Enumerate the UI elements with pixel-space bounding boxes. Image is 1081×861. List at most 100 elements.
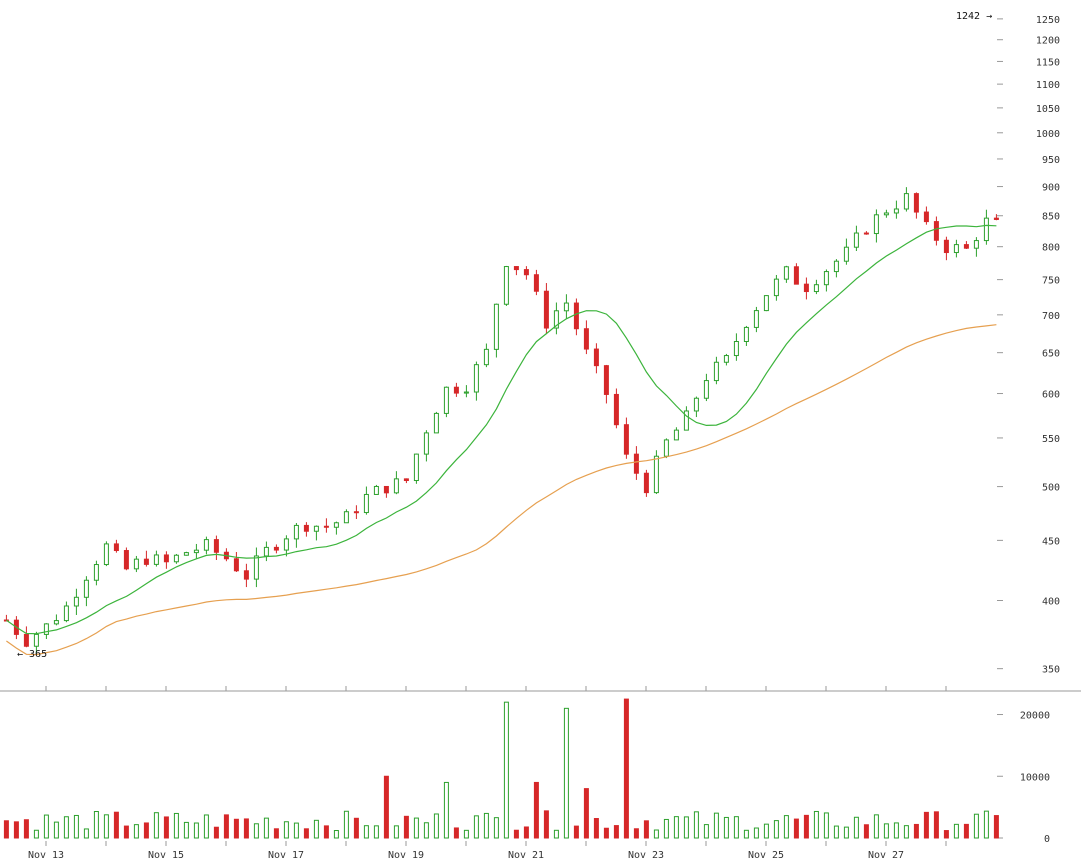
candle-down	[633, 453, 639, 474]
volume-bar-up	[153, 812, 159, 839]
volume-bar-up	[333, 830, 339, 839]
price-tick-label: 1000	[1036, 129, 1060, 140]
candle-up	[693, 397, 699, 412]
price-tick-label: 550	[1042, 434, 1060, 445]
candle-up	[903, 193, 909, 210]
volume-bar-down	[633, 828, 639, 839]
candle-up	[343, 511, 349, 524]
candle-down	[863, 232, 869, 235]
candle-up	[363, 493, 369, 514]
volume-bar-up	[493, 817, 499, 839]
volume-bar-up	[253, 823, 259, 839]
volume-bar-up	[63, 816, 69, 839]
volume-bar-up	[893, 822, 899, 839]
candle-up	[373, 485, 379, 495]
volume-bar-up	[73, 814, 79, 839]
candle-down	[923, 211, 929, 223]
time-tick-label: Nov 21	[508, 850, 544, 861]
candle-up	[333, 522, 339, 528]
volume-bar-down	[23, 819, 29, 839]
volume-bar-up	[483, 812, 489, 839]
candle-up	[293, 524, 299, 540]
time-tick-label: Nov 13	[28, 850, 64, 861]
volume-tick-label: 0	[1044, 834, 1050, 845]
candle-down	[453, 386, 459, 394]
low-price-annotation: ← 365	[17, 649, 47, 660]
volume-bar-up	[853, 816, 859, 839]
volume-bar-up	[373, 825, 379, 839]
candle-up	[253, 555, 259, 580]
volume-bar-up	[433, 813, 439, 839]
volume-bar-up	[33, 829, 39, 839]
price-tick-label: 1100	[1036, 80, 1060, 91]
candle-up	[483, 348, 489, 366]
candle-up	[103, 543, 109, 566]
volume-bar-up	[743, 829, 749, 839]
volume-bar-down	[13, 821, 19, 839]
volume-bar-up	[83, 828, 89, 839]
candle-up	[53, 620, 59, 625]
candle-down	[583, 328, 589, 350]
volume-bar-down	[793, 818, 799, 839]
volume-bar-down	[453, 827, 459, 839]
candle-down	[623, 424, 629, 455]
volume-bar-down	[273, 828, 279, 839]
volume-bar-down	[303, 828, 309, 839]
price-tick-label: 1200	[1036, 36, 1060, 47]
volume-bar-down	[3, 820, 9, 839]
candle-up	[983, 217, 989, 242]
volume-bar-up	[103, 814, 109, 839]
volume-bar-down	[913, 823, 919, 839]
volume-bar-up	[773, 820, 779, 839]
volume-bar-down	[523, 826, 529, 839]
candle-up	[873, 214, 879, 235]
volume-bar-up	[703, 824, 709, 839]
volume-bar-up	[313, 819, 319, 839]
volume-bar-down	[593, 818, 599, 839]
volume-bar-down	[603, 827, 609, 839]
candle-down	[543, 290, 549, 329]
candle-up	[313, 525, 319, 532]
volume-bar-down	[573, 825, 579, 839]
volume-bar-down	[243, 818, 249, 839]
volume-bar-up	[683, 816, 689, 839]
candle-up	[753, 310, 759, 328]
volume-bar-up	[553, 829, 559, 839]
volume-bar-down	[163, 816, 169, 839]
candle-down	[533, 274, 539, 292]
candle-down	[273, 546, 279, 551]
volume-bar-down	[533, 781, 539, 839]
candle-up	[813, 284, 819, 293]
candle-up	[953, 244, 959, 254]
candle-up	[703, 380, 709, 399]
volume-bar-up	[133, 824, 139, 839]
candle-up	[853, 232, 859, 248]
volume-bar-up	[183, 821, 189, 839]
candle-down	[523, 269, 529, 276]
candle-down	[303, 524, 309, 532]
volume-bar-up	[673, 816, 679, 839]
candle-down	[793, 266, 799, 285]
volume-bar-down	[143, 822, 149, 839]
candle-up	[193, 549, 199, 554]
candle-up	[883, 212, 889, 216]
volume-bar-up	[833, 825, 839, 839]
candle-up	[743, 326, 749, 342]
volume-axis: 0 10000 20000	[997, 711, 1050, 845]
volume-tick-label: 20000	[1020, 711, 1050, 722]
volume-bar-up	[713, 812, 719, 839]
volume-bar-up	[463, 829, 469, 839]
volume-bar-up	[763, 823, 769, 839]
candle-down	[243, 570, 249, 580]
price-tick-label: 850	[1042, 212, 1060, 223]
candle-up	[83, 579, 89, 598]
volume-bar-down	[213, 826, 219, 839]
price-tick-label: 650	[1042, 349, 1060, 360]
candle-down	[323, 525, 329, 528]
candle-down	[163, 554, 169, 563]
volume-bar-up	[193, 822, 199, 839]
candle-up	[783, 266, 789, 280]
time-tick-label: Nov 15	[148, 850, 184, 861]
volume-bar-up	[473, 815, 479, 839]
